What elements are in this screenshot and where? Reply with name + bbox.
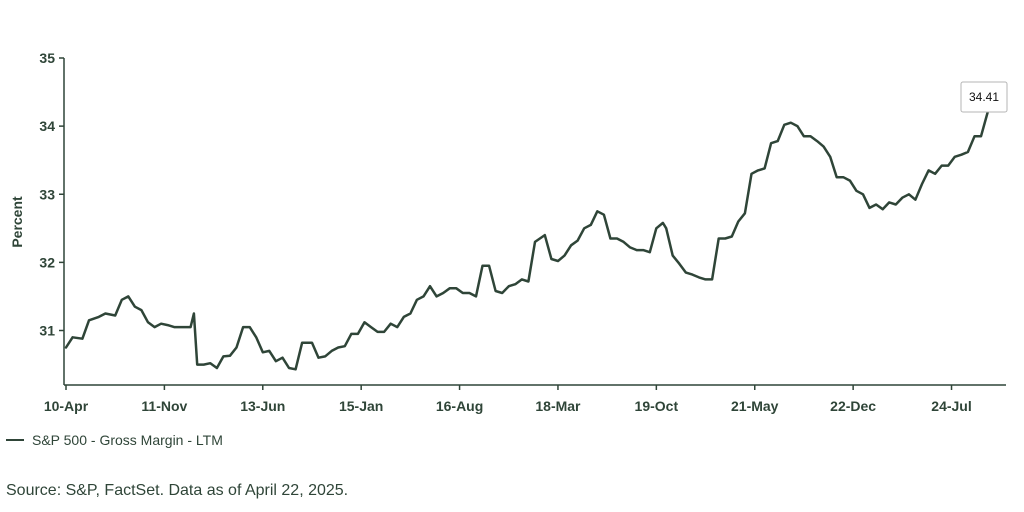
legend: S&P 500 - Gross Margin - LTM bbox=[6, 432, 223, 448]
x-tick-label: 21-May bbox=[731, 398, 779, 414]
legend-line-swatch bbox=[6, 439, 24, 441]
line-chart: 35 34 33 32 31 10-Apr 11-Nov 13-Jun 15-Jan 16-Au… bbox=[9, 50, 1008, 414]
x-tick-label: 18-Mar bbox=[535, 398, 581, 414]
x-tick-label: 11-Nov bbox=[141, 398, 187, 414]
x-tick-label: 13-Jun bbox=[240, 398, 285, 414]
last-value-callout: 34.41 bbox=[960, 81, 1008, 113]
x-tick-label: 16-Aug bbox=[436, 398, 483, 414]
x-axis: 10-Apr 11-Nov 13-Jun 15-Jan 16-Aug 18-Mar 19-O… bbox=[44, 384, 1006, 414]
callout-box bbox=[960, 81, 1008, 113]
series-group bbox=[64, 96, 993, 371]
source-note: Source: S&P, FactSet. Data as of April 2… bbox=[6, 482, 349, 499]
y-axis: 35 34 33 32 31 bbox=[39, 50, 65, 385]
x-tick-label: 22-Dec bbox=[830, 398, 876, 414]
x-tick-label: 10-Apr bbox=[44, 398, 89, 414]
x-tick-label: 15-Jan bbox=[339, 398, 383, 414]
x-tick-label: 24-Jul bbox=[931, 398, 971, 414]
y-tick-label: 34 bbox=[39, 118, 55, 134]
series-line bbox=[64, 96, 993, 371]
y-tick-label: 35 bbox=[39, 50, 55, 66]
y-tick-label: 32 bbox=[39, 254, 55, 270]
legend-label: S&P 500 - Gross Margin - LTM bbox=[32, 432, 223, 448]
x-tick-label: 19-Oct bbox=[635, 398, 679, 414]
y-axis-label: Percent bbox=[9, 196, 25, 248]
y-tick-label: 31 bbox=[39, 323, 55, 339]
callout-value: 34.41 bbox=[969, 90, 999, 104]
y-tick-label: 33 bbox=[39, 186, 55, 202]
